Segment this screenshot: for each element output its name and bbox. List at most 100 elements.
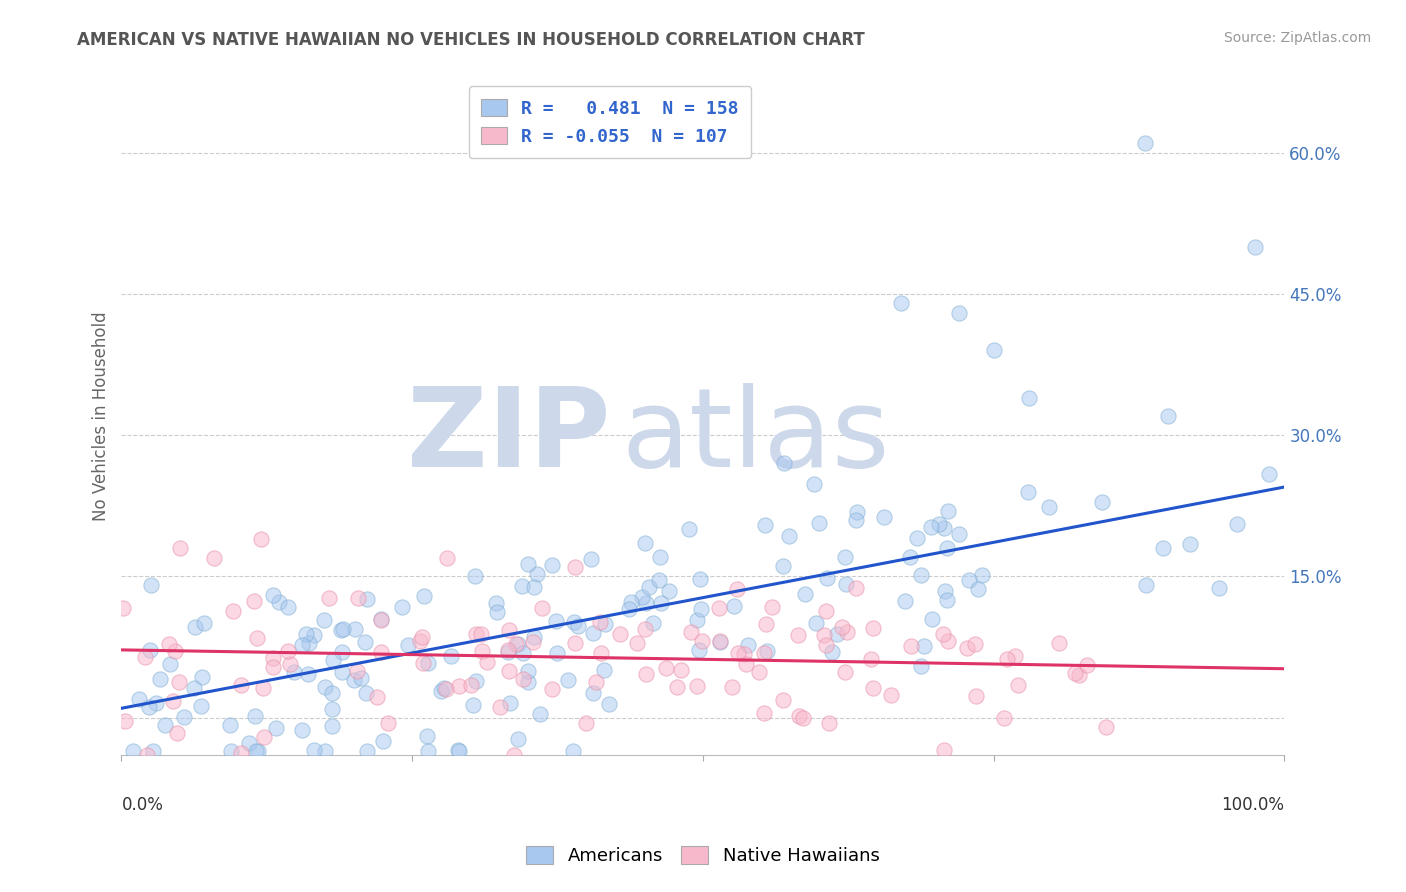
Point: [647, 573, 669, 587]
Point: [277, 600, 299, 615]
Point: [278, 657, 301, 672]
Point: [477, 655, 499, 669]
Point: [1091, 494, 1114, 508]
Point: [689, 572, 711, 586]
Point: [505, 637, 527, 651]
Point: [330, 665, 353, 679]
Text: AMERICAN VS NATIVE HAWAIIAN NO VEHICLES IN HOUSEHOLD CORRELATION CHART: AMERICAN VS NATIVE HAWAIIAN NO VEHICLES …: [77, 31, 865, 49]
Point: [503, 748, 526, 763]
Point: [277, 644, 299, 658]
Point: [283, 665, 305, 679]
Point: [173, 709, 195, 723]
Point: [756, 644, 779, 658]
Point: [936, 504, 959, 518]
Point: [723, 599, 745, 614]
Point: [169, 674, 191, 689]
Point: [499, 696, 522, 710]
Point: [845, 513, 868, 527]
Point: [967, 582, 990, 597]
Point: [245, 744, 267, 758]
Point: [134, 650, 156, 665]
Point: [409, 634, 432, 648]
Text: ZIP: ZIP: [406, 384, 610, 491]
Point: [461, 698, 484, 712]
Point: [880, 688, 903, 702]
Point: [935, 541, 957, 556]
Point: [449, 679, 471, 693]
Point: [995, 652, 1018, 666]
Point: [787, 709, 810, 723]
Point: [1133, 136, 1156, 151]
Point: [754, 518, 776, 533]
Point: [440, 649, 463, 664]
Point: [512, 646, 534, 660]
Point: [523, 630, 546, 644]
Point: [772, 693, 794, 707]
Point: [1244, 240, 1267, 254]
Point: [821, 645, 844, 659]
Point: [814, 638, 837, 652]
Point: [815, 604, 838, 618]
Point: [934, 583, 956, 598]
Point: [245, 708, 267, 723]
Point: [330, 645, 353, 659]
Point: [250, 532, 273, 546]
Point: [579, 551, 602, 566]
Y-axis label: No Vehicles in Household: No Vehicles in Household: [93, 311, 110, 521]
Point: [517, 558, 540, 572]
Point: [526, 567, 548, 582]
Point: [498, 623, 520, 637]
Point: [1095, 720, 1118, 734]
Point: [291, 638, 314, 652]
Point: [658, 583, 681, 598]
Point: [1049, 636, 1071, 650]
Point: [1135, 578, 1157, 592]
Point: [464, 627, 486, 641]
Point: [575, 715, 598, 730]
Point: [631, 590, 654, 604]
Point: [523, 580, 546, 594]
Point: [136, 748, 159, 763]
Point: [983, 343, 1005, 358]
Point: [634, 622, 657, 636]
Point: [298, 636, 321, 650]
Text: 100.0%: 100.0%: [1222, 796, 1285, 814]
Point: [247, 744, 270, 758]
Point: [128, 691, 150, 706]
Point: [948, 306, 970, 320]
Point: [321, 702, 343, 716]
Point: [862, 621, 884, 635]
Point: [434, 681, 457, 696]
Point: [737, 638, 759, 652]
Point: [366, 690, 388, 704]
Point: [669, 663, 692, 677]
Point: [356, 685, 378, 699]
Point: [1018, 391, 1040, 405]
Point: [512, 672, 534, 686]
Point: [709, 635, 731, 649]
Point: [636, 667, 658, 681]
Point: [709, 633, 731, 648]
Point: [291, 723, 314, 737]
Point: [485, 605, 508, 619]
Point: [957, 574, 980, 588]
Point: [772, 558, 794, 573]
Point: [510, 579, 533, 593]
Point: [1178, 537, 1201, 551]
Point: [252, 681, 274, 695]
Point: [792, 711, 814, 725]
Point: [142, 744, 165, 758]
Point: [529, 706, 551, 721]
Point: [1004, 648, 1026, 663]
Point: [350, 671, 373, 685]
Point: [598, 698, 620, 712]
Point: [470, 627, 492, 641]
Point: [686, 613, 709, 627]
Point: [370, 612, 392, 626]
Point: [686, 679, 709, 693]
Point: [262, 651, 284, 665]
Point: [637, 580, 659, 594]
Point: [562, 744, 585, 758]
Point: [346, 664, 368, 678]
Point: [733, 647, 755, 661]
